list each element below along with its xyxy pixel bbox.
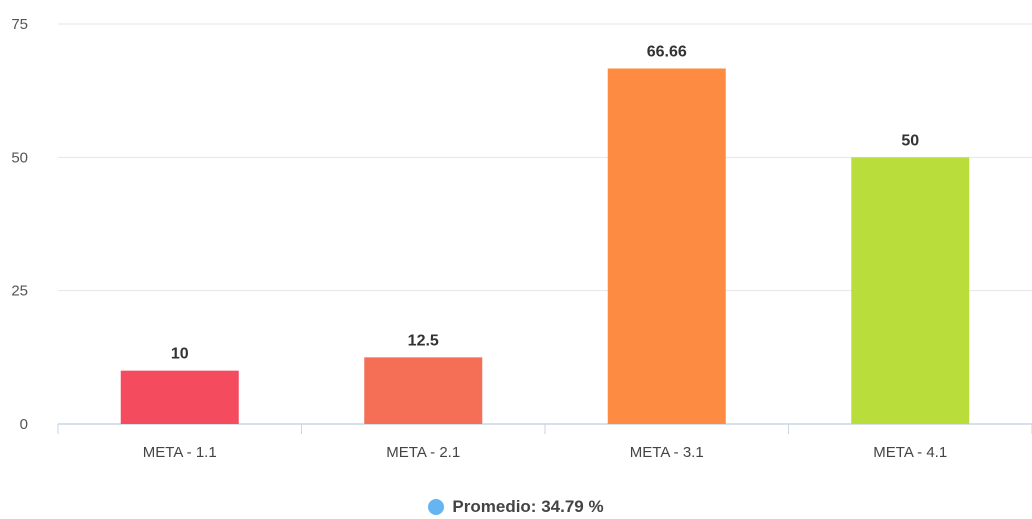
data-label: 50	[901, 132, 919, 149]
data-label: 12.5	[408, 332, 439, 349]
y-tick-label: 50	[11, 149, 28, 166]
legend-label: Promedio: 34.79 %	[452, 497, 604, 516]
bar	[364, 357, 483, 424]
category-label: META - 1.1	[143, 444, 217, 461]
data-label: 66.66	[647, 43, 687, 60]
category-label: META - 2.1	[386, 444, 460, 461]
category-label: META - 4.1	[873, 444, 947, 461]
legend-marker-icon	[428, 499, 445, 515]
data-labels: 10 12.5 66.66 50	[171, 43, 919, 362]
y-tick-label: 25	[11, 283, 28, 300]
bar	[120, 370, 239, 424]
category-label: META - 3.1	[630, 444, 704, 461]
y-axis-ticks: 0 25 50 75	[11, 16, 28, 433]
bar	[607, 68, 726, 424]
y-tick-label: 75	[11, 16, 28, 33]
category-labels: META - 1.1 META - 2.1 META - 3.1 META - 4.1	[57, 424, 1032, 461]
bar-chart: 0 25 50 75 10 12.5 66.66 50 META - 1.1 META - 2…	[11, 16, 1032, 461]
bar	[851, 157, 970, 425]
legend[interactable]: Promedio: 34.79 %	[0, 496, 1032, 518]
bars	[120, 68, 970, 425]
data-label: 10	[171, 346, 189, 363]
y-tick-label: 0	[20, 416, 28, 433]
